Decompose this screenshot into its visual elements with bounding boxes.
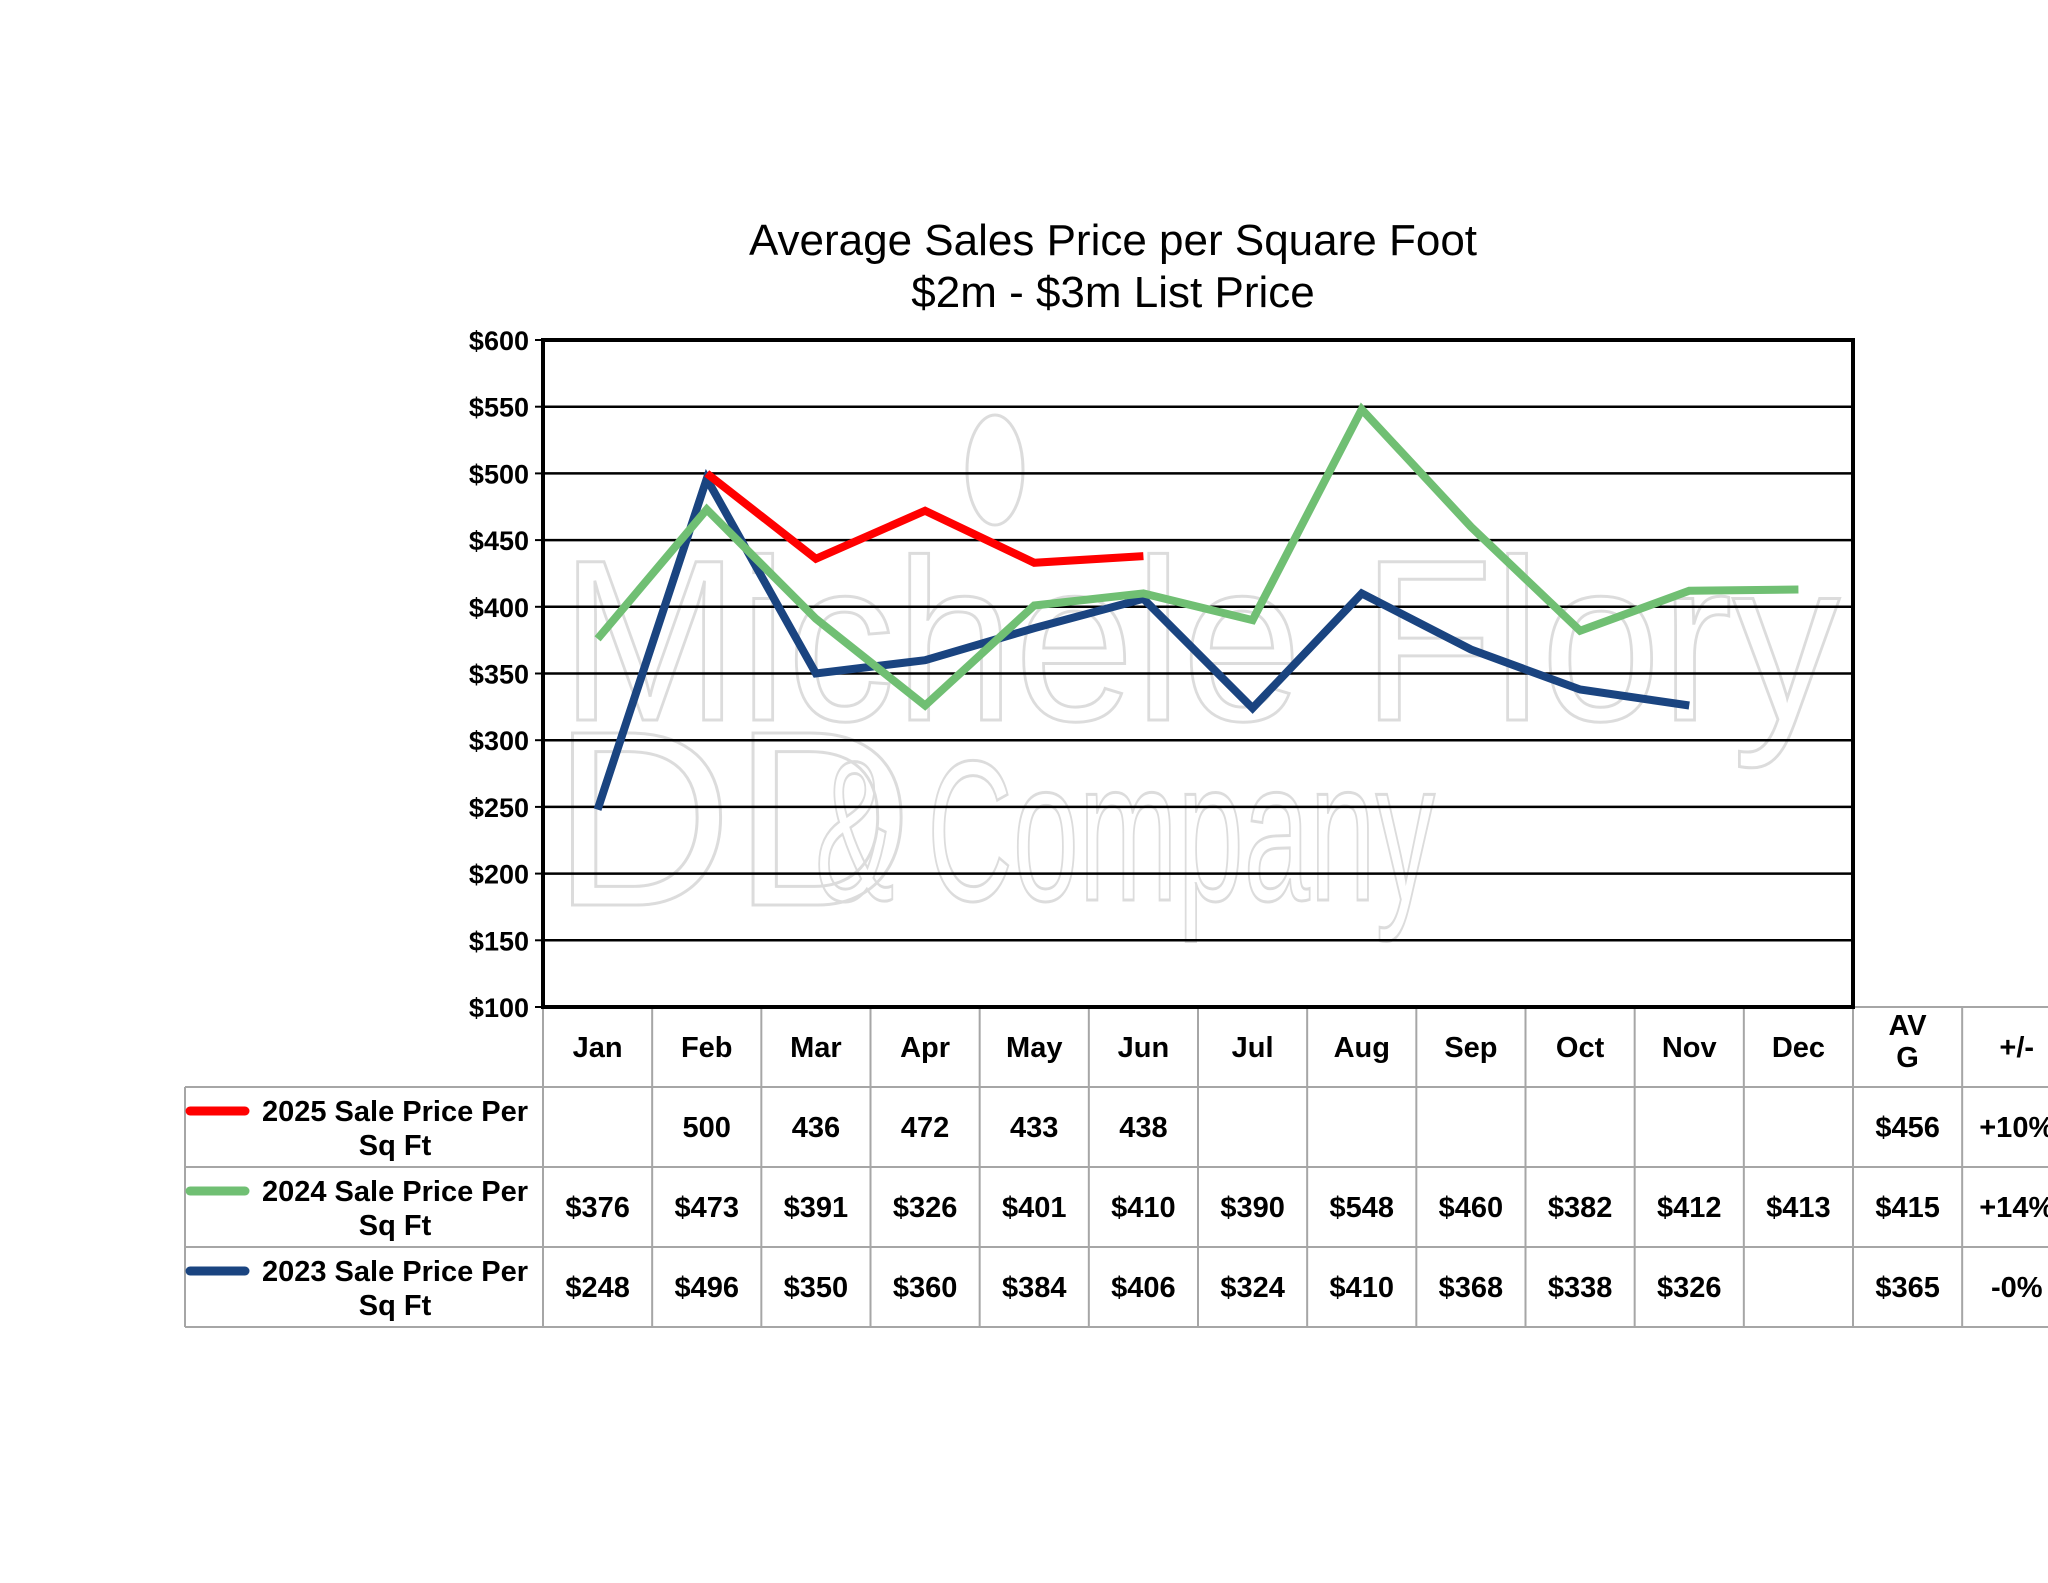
series-label: 2025 Sale Price Per (262, 1096, 528, 1128)
y-tick-label: $300 (469, 726, 529, 756)
x-category-label: Nov (1662, 1032, 1717, 1064)
data-label: $326 (1657, 1272, 1722, 1304)
series-label: 2023 Sale Price Per (262, 1256, 528, 1288)
data-label: $412 (1657, 1192, 1722, 1224)
data-label: $460 (1439, 1192, 1504, 1224)
x-category-label: Apr (900, 1032, 950, 1064)
data-label: $391 (784, 1192, 849, 1224)
data-label: $248 (565, 1272, 630, 1304)
change-value: +10% (1979, 1112, 2048, 1144)
change-value: +14% (1979, 1192, 2048, 1224)
avg-column-header: G (1896, 1042, 1919, 1074)
data-label: $350 (784, 1272, 849, 1304)
x-category-label: Oct (1556, 1032, 1605, 1064)
y-tick-label: $100 (469, 993, 529, 1023)
data-label: $360 (893, 1272, 958, 1304)
data-label: $338 (1548, 1272, 1613, 1304)
x-category-label: May (1006, 1032, 1062, 1064)
series-lines (593, 402, 1799, 811)
avg-value: $365 (1875, 1272, 1940, 1304)
y-axis: $100 $150 $200 $250 $300 $350 $400 $450 $500 $550… (469, 326, 543, 1023)
series-line (593, 468, 1690, 811)
data-label: 500 (683, 1112, 731, 1144)
data-label: 433 (1010, 1112, 1058, 1144)
data-label: $326 (893, 1192, 958, 1224)
data-label: $384 (1002, 1272, 1067, 1304)
watermark-text-line2: & Company (815, 720, 1435, 943)
chart-title: Average Sales Price per Square Foot (749, 216, 1477, 265)
x-category-label: Feb (681, 1032, 733, 1064)
data-label: 436 (792, 1112, 840, 1144)
avg-column-header: AV (1889, 1010, 1928, 1042)
data-label: $406 (1111, 1272, 1176, 1304)
y-tick-label: $600 (469, 326, 529, 356)
data-label: $401 (1002, 1192, 1067, 1224)
y-tick-label: $250 (469, 793, 529, 823)
y-tick-label: $400 (469, 593, 529, 623)
y-tick-label: $200 (469, 860, 529, 890)
data-label: 438 (1119, 1112, 1167, 1144)
y-tick-label: $500 (469, 459, 529, 489)
plot-area-border (541, 338, 1855, 1009)
watermark-text-line1: Michele Flory (560, 512, 1840, 769)
x-category-label: Mar (790, 1032, 842, 1064)
data-label: $410 (1329, 1272, 1394, 1304)
data-label: $376 (565, 1192, 630, 1224)
x-category-label: Sep (1444, 1032, 1497, 1064)
data-label: $496 (674, 1272, 739, 1304)
data-label: $368 (1439, 1272, 1504, 1304)
series-line (594, 402, 1799, 711)
change-column-header: +/- (1999, 1032, 2034, 1064)
y-tick-label: $450 (469, 526, 529, 556)
change-value: -0% (1991, 1272, 2043, 1304)
series-label: Sq Ft (359, 1290, 432, 1322)
data-label: $382 (1548, 1192, 1613, 1224)
x-category-label: Dec (1772, 1032, 1825, 1064)
x-category-label: Aug (1334, 1032, 1390, 1064)
watermark-leaf-icon (965, 413, 1025, 527)
y-tick-label: $150 (469, 926, 529, 956)
data-label: $413 (1766, 1192, 1831, 1224)
avg-value: $415 (1875, 1192, 1940, 1224)
chart-subtitle: $2m - $3m List Price (911, 268, 1314, 317)
avg-value: $456 (1875, 1112, 1940, 1144)
series-line (704, 470, 1144, 567)
data-table: Jan Feb Mar Apr May Jun Jul Aug Sep Oct Nov Dec AVG +… (185, 1010, 2048, 1322)
series-label: Sq Ft (359, 1210, 432, 1242)
data-label: $390 (1220, 1192, 1285, 1224)
watermark-logo: Michele Flory & Company DD (551, 413, 1842, 960)
y-tick-label: $350 (469, 660, 529, 690)
series-label: Sq Ft (359, 1130, 432, 1162)
data-table-grid (184, 1006, 2048, 1328)
data-label: $324 (1220, 1272, 1285, 1304)
watermark-monogram: DD (552, 679, 913, 958)
x-category-label: Jul (1232, 1032, 1274, 1064)
y-tick-label: $550 (469, 393, 529, 423)
data-label: 472 (901, 1112, 949, 1144)
series-label: 2024 Sale Price Per (262, 1176, 528, 1208)
data-label: $473 (674, 1192, 739, 1224)
data-label: $410 (1111, 1192, 1176, 1224)
x-category-label: Jan (573, 1032, 623, 1064)
x-category-label: Jun (1118, 1032, 1170, 1064)
data-label: $548 (1329, 1192, 1394, 1224)
